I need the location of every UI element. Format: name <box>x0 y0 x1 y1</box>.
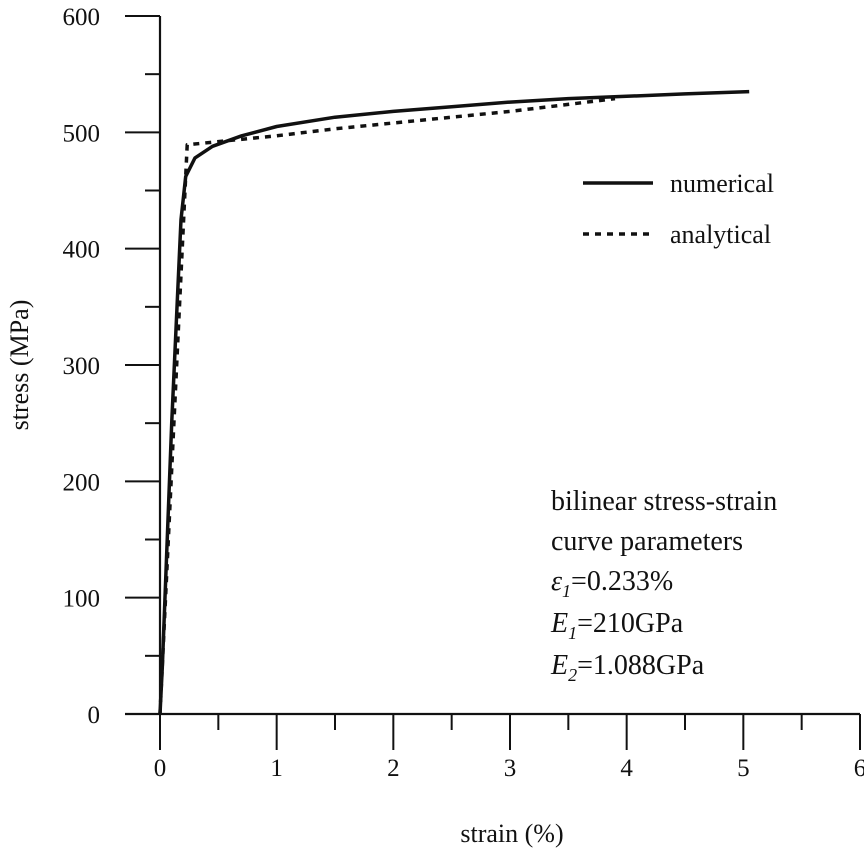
x-tick-label: 0 <box>154 755 167 782</box>
annotation-line-1: bilinear stress-strain <box>551 486 777 517</box>
legend-label-numerical: numerical <box>670 169 774 198</box>
x-tick-label: 3 <box>504 755 517 782</box>
y-axis-title: stress (MPa) <box>5 300 34 431</box>
x-tick-label: 5 <box>737 755 750 782</box>
x-tick-label: 1 <box>270 755 283 782</box>
series-line-analytical <box>158 96 616 715</box>
series-line-numerical <box>158 89 750 715</box>
annotation-param-epsilon1: ε1=0.233% <box>551 566 673 601</box>
y-tick-label: 200 <box>63 469 101 496</box>
series-layer <box>158 89 750 715</box>
y-tick-label: 600 <box>63 4 101 31</box>
legend-label-analytical: analytical <box>670 220 771 249</box>
y-tick-label: 100 <box>63 586 101 613</box>
x-axis-ticks: 0 1 2 3 4 5 6 <box>154 714 864 782</box>
x-tick-label: 2 <box>387 755 400 782</box>
y-tick-label: 500 <box>63 120 101 147</box>
annotation-param-e1: E1=210GPa <box>550 608 684 643</box>
y-tick-label: 300 <box>63 353 101 380</box>
x-axis-title: strain (%) <box>460 819 563 848</box>
legend: numerical analytical <box>583 169 774 249</box>
annotation-param-e2: E2=1.088GPa <box>550 650 705 685</box>
annotation-line-2: curve parameters <box>551 526 743 557</box>
y-tick-label: 0 <box>88 702 101 729</box>
x-tick-label: 6 <box>854 755 864 782</box>
x-tick-label: 4 <box>620 755 633 782</box>
y-axis-ticks: 0 100 200 300 400 500 600 <box>63 4 160 729</box>
parameters-annotation: bilinear stress-strain curve parameters … <box>550 486 777 685</box>
y-tick-label: 400 <box>63 237 101 264</box>
